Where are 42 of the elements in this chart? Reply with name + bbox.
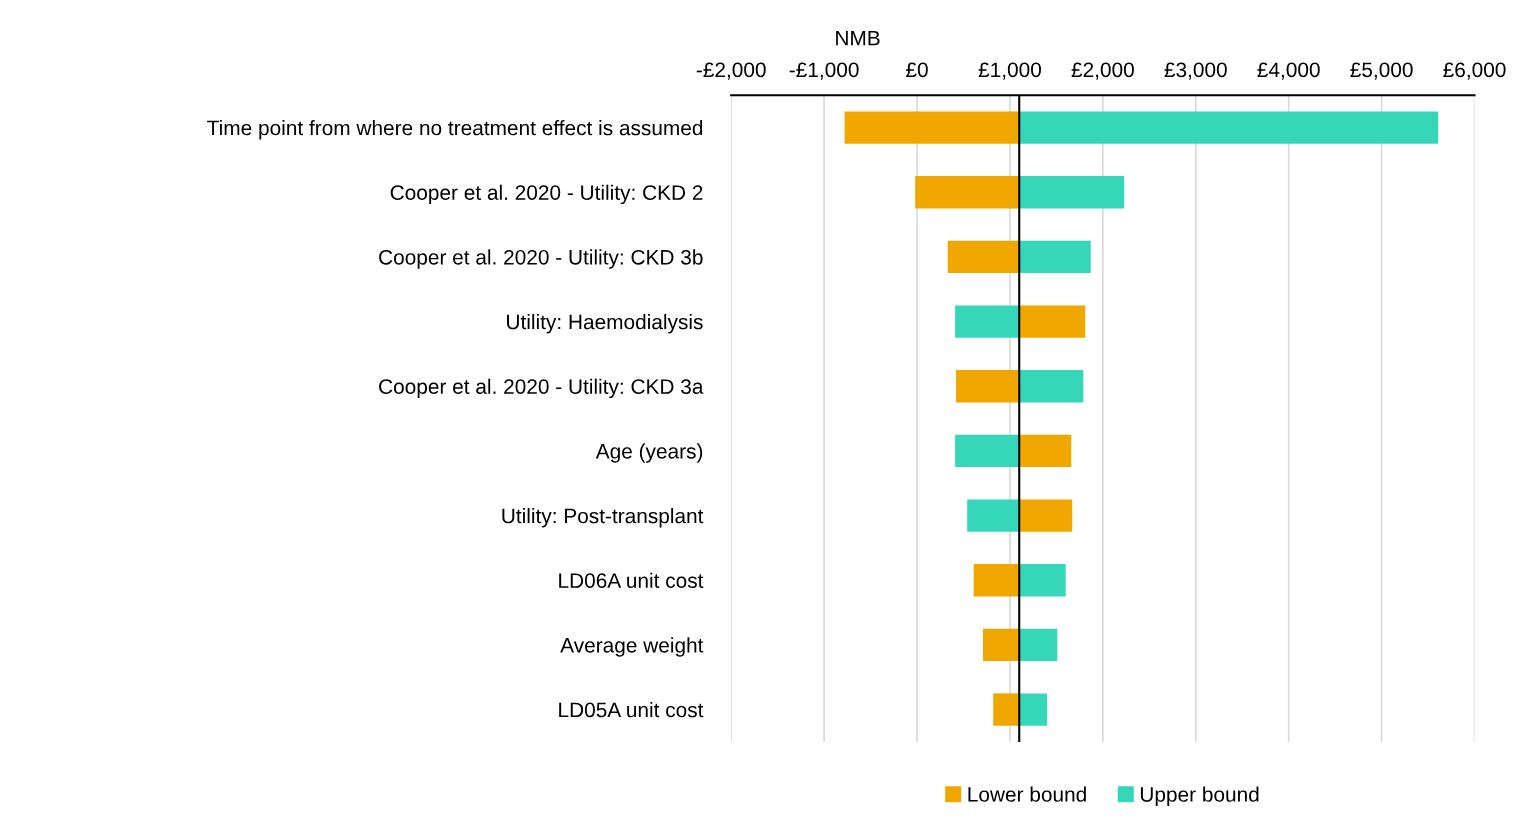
y-tick-label: Age (years): [595, 443, 703, 463]
bar: [1019, 434, 1072, 468]
bar: [1019, 176, 1125, 209]
bar: [1019, 111, 1439, 144]
y-tick-label: Cooper et al. 2020 - Utility: CKD 3b: [379, 249, 703, 269]
y-tick-label: Average weight: [560, 637, 704, 657]
bar: [956, 370, 1020, 403]
bar: [1019, 628, 1058, 662]
bar: [983, 628, 1020, 662]
x-tick-label: -£1,000: [789, 62, 859, 80]
bar: [1019, 305, 1086, 338]
bar: [967, 499, 1020, 532]
x-tick-label: £3,000: [1164, 62, 1227, 80]
bar: [947, 240, 1020, 274]
y-tick-label: Time point from where no treatment effect is assumed: [207, 120, 703, 140]
bar: [915, 176, 1020, 209]
bar: [1019, 499, 1073, 532]
bar: [844, 111, 1020, 144]
bar: [1019, 370, 1084, 403]
y-tick-label: Cooper et al. 2020 - Utility: CKD 3a: [379, 378, 704, 399]
x-tick-label: £4,000: [1257, 62, 1320, 80]
x-tick-label: £1,000: [978, 62, 1041, 80]
x-axis-title: NMB: [836, 30, 880, 46]
bar: [1019, 240, 1091, 274]
bar: [973, 564, 1020, 597]
y-tick-label: Utility: Post-transplant: [502, 508, 704, 528]
bar: [1019, 693, 1048, 726]
x-tick-label: £5,000: [1350, 62, 1413, 80]
x-tick-label: -£2,000: [696, 62, 766, 80]
y-tick-label: Utility: Haemodialysis: [507, 314, 703, 334]
y-tick-label: Cooper et al. 2020 - Utility: CKD 2: [390, 184, 703, 205]
bar: [1019, 564, 1066, 597]
x-tick-label: £6,000: [1443, 62, 1506, 80]
bar: [955, 305, 1020, 338]
legend-label: Upper bound: [1140, 786, 1259, 806]
x-tick-label: £2,000: [1071, 62, 1134, 80]
y-tick-label: LD06A unit cost: [559, 572, 704, 588]
bar: [993, 693, 1020, 726]
legend-label: Lower bound: [968, 786, 1086, 802]
y-tick-label: LD05A unit cost: [559, 702, 704, 718]
x-tick-label: £0: [906, 62, 928, 78]
bar: [955, 434, 1020, 468]
